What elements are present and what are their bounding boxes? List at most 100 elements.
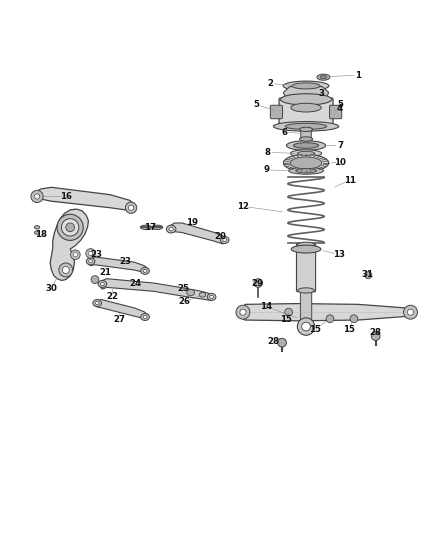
Ellipse shape	[141, 268, 149, 274]
Ellipse shape	[223, 238, 226, 241]
Text: 28: 28	[370, 328, 381, 337]
Text: 6: 6	[281, 128, 287, 137]
Text: 2: 2	[267, 79, 273, 88]
Ellipse shape	[210, 295, 214, 298]
Ellipse shape	[93, 300, 102, 306]
Ellipse shape	[278, 338, 286, 347]
FancyBboxPatch shape	[301, 128, 311, 140]
Circle shape	[91, 276, 99, 284]
Circle shape	[236, 305, 250, 319]
Circle shape	[403, 305, 417, 319]
Text: 23: 23	[90, 251, 102, 259]
Ellipse shape	[290, 150, 322, 157]
Text: 20: 20	[214, 231, 226, 240]
Ellipse shape	[280, 94, 332, 105]
Ellipse shape	[286, 123, 327, 130]
Ellipse shape	[88, 260, 92, 263]
Ellipse shape	[207, 294, 216, 301]
Circle shape	[128, 205, 134, 211]
Polygon shape	[283, 85, 328, 97]
Circle shape	[31, 190, 43, 203]
Ellipse shape	[35, 225, 40, 229]
Ellipse shape	[283, 155, 328, 172]
Text: 4: 4	[337, 104, 343, 114]
Ellipse shape	[298, 242, 314, 247]
Circle shape	[62, 266, 69, 273]
Ellipse shape	[143, 269, 147, 272]
Circle shape	[73, 253, 78, 257]
Text: 3: 3	[318, 89, 324, 98]
Ellipse shape	[371, 332, 380, 341]
Circle shape	[125, 202, 137, 213]
Ellipse shape	[300, 127, 313, 132]
Ellipse shape	[300, 137, 313, 141]
Circle shape	[285, 308, 293, 316]
FancyBboxPatch shape	[329, 105, 342, 119]
Ellipse shape	[166, 225, 176, 233]
FancyBboxPatch shape	[270, 105, 283, 119]
FancyBboxPatch shape	[279, 98, 333, 126]
Circle shape	[61, 219, 79, 236]
Polygon shape	[50, 209, 88, 280]
Circle shape	[240, 309, 246, 315]
Text: 7: 7	[337, 141, 343, 150]
Circle shape	[35, 194, 40, 199]
Ellipse shape	[35, 231, 40, 235]
Ellipse shape	[169, 228, 173, 231]
Circle shape	[407, 309, 413, 315]
Polygon shape	[34, 187, 135, 211]
Ellipse shape	[141, 225, 151, 230]
Ellipse shape	[289, 167, 323, 174]
Text: 30: 30	[46, 284, 58, 293]
Ellipse shape	[297, 151, 315, 155]
Polygon shape	[101, 279, 215, 301]
Ellipse shape	[273, 122, 339, 131]
Text: 25: 25	[177, 284, 189, 293]
Ellipse shape	[291, 245, 321, 253]
Circle shape	[297, 318, 315, 335]
Circle shape	[254, 279, 262, 287]
Circle shape	[302, 322, 311, 331]
Text: 15: 15	[280, 315, 293, 324]
Ellipse shape	[298, 288, 314, 293]
Text: 26: 26	[178, 297, 190, 306]
Text: 1: 1	[355, 70, 361, 79]
Text: 17: 17	[144, 223, 156, 232]
Ellipse shape	[199, 293, 206, 297]
Text: 28: 28	[268, 337, 279, 346]
Circle shape	[66, 223, 74, 232]
Ellipse shape	[152, 225, 162, 230]
Ellipse shape	[100, 282, 104, 286]
FancyBboxPatch shape	[300, 289, 312, 325]
Circle shape	[350, 315, 358, 322]
Ellipse shape	[320, 76, 327, 79]
Text: 5: 5	[337, 100, 343, 109]
Ellipse shape	[292, 83, 320, 89]
Ellipse shape	[293, 143, 319, 148]
Text: 19: 19	[186, 219, 198, 228]
Text: 31: 31	[361, 270, 373, 279]
Circle shape	[59, 263, 73, 277]
Ellipse shape	[95, 302, 99, 304]
Text: 21: 21	[99, 268, 111, 277]
Circle shape	[57, 214, 83, 240]
Text: 16: 16	[60, 192, 72, 201]
Text: 27: 27	[114, 315, 126, 324]
Circle shape	[365, 272, 372, 279]
Polygon shape	[88, 257, 148, 272]
Polygon shape	[239, 304, 415, 321]
Circle shape	[86, 249, 95, 258]
Text: 22: 22	[106, 292, 118, 301]
Text: 14: 14	[260, 302, 272, 311]
Ellipse shape	[141, 313, 149, 320]
Ellipse shape	[187, 289, 194, 296]
Text: 8: 8	[265, 148, 271, 157]
Ellipse shape	[291, 103, 321, 112]
Text: 13: 13	[333, 250, 345, 259]
Ellipse shape	[283, 81, 329, 91]
Circle shape	[88, 251, 93, 256]
Ellipse shape	[98, 280, 107, 287]
Circle shape	[326, 315, 334, 322]
Text: 10: 10	[334, 158, 346, 166]
Ellipse shape	[220, 237, 229, 244]
